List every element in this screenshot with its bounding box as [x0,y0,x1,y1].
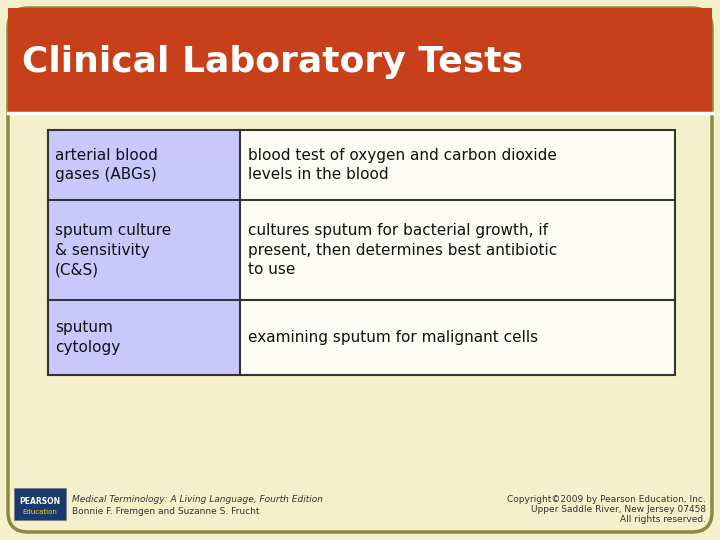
Text: Medical Terminology: A Living Language, Fourth Edition: Medical Terminology: A Living Language, … [72,496,323,504]
Text: Education: Education [22,509,58,515]
Bar [48,200,240,300]
Text: PEARSON: PEARSON [19,497,60,507]
Bar [240,200,675,300]
FancyBboxPatch shape [8,8,712,113]
Text: examining sputum for malignant cells: examining sputum for malignant cells [248,330,538,345]
Bar [240,130,675,200]
Bar [14,488,66,520]
FancyBboxPatch shape [8,8,712,532]
Text: All rights reserved.: All rights reserved. [620,516,706,524]
Text: cultures sputum for bacterial growth, if
present, then determines best antibioti: cultures sputum for bacterial growth, if… [248,222,557,278]
Text: arterial blood
gases (ABGs): arterial blood gases (ABGs) [55,147,158,183]
Text: blood test of oxygen and carbon dioxide
levels in the blood: blood test of oxygen and carbon dioxide … [248,147,557,183]
Text: Clinical Laboratory Tests: Clinical Laboratory Tests [22,45,523,79]
Bar [8,8,712,113]
Bar [240,300,675,375]
Text: sputum culture
& sensitivity
(C&S): sputum culture & sensitivity (C&S) [55,222,171,278]
Text: sputum
cytology: sputum cytology [55,320,120,355]
Bar [48,300,240,375]
Bar [48,130,240,200]
Text: Bonnie F. Fremgen and Suzanne S. Frucht: Bonnie F. Fremgen and Suzanne S. Frucht [72,508,259,516]
Text: Upper Saddle River, New Jersey 07458: Upper Saddle River, New Jersey 07458 [531,505,706,515]
Text: Copyright©2009 by Pearson Education, Inc.: Copyright©2009 by Pearson Education, Inc… [508,496,706,504]
Bar [8,85,712,113]
Bar [48,130,675,375]
